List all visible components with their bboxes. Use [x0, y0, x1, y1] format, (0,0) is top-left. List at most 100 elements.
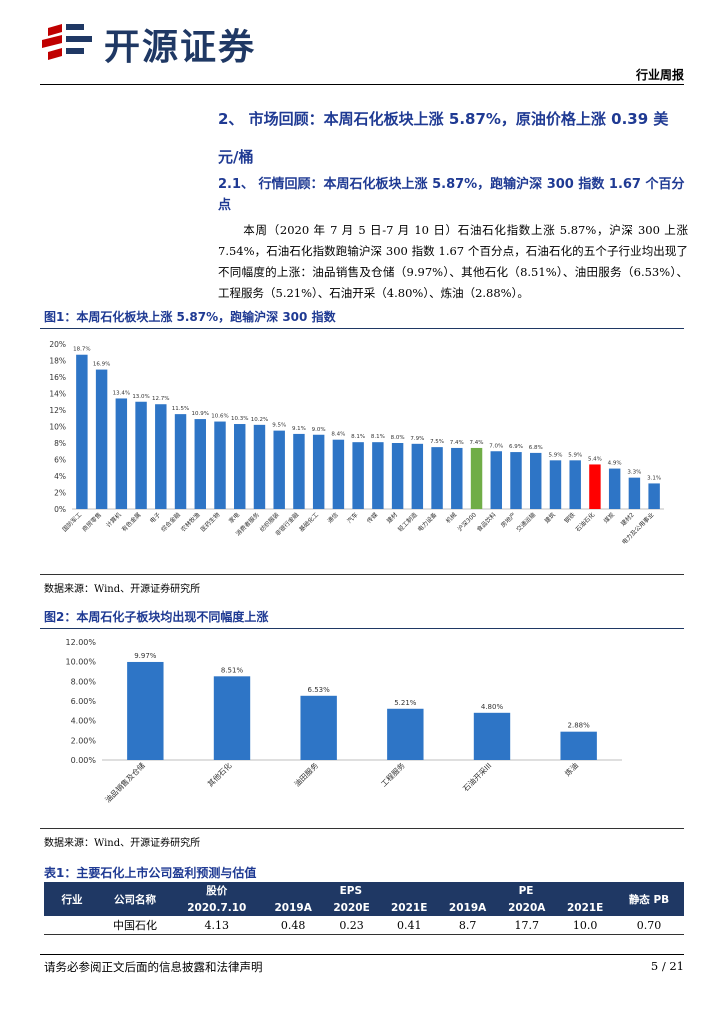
figure1-title: 图1：本周石化板块上涨 5.87%，跑输沪深 300 指数: [44, 310, 336, 324]
y-tick-label: 6.00%: [71, 697, 97, 706]
logo-text: 开源证券: [104, 27, 257, 68]
data-label: 7.9%: [410, 436, 424, 442]
y-tick-label: 20%: [49, 340, 66, 349]
data-label: 6.9%: [509, 444, 523, 450]
figure2-source: 数据来源：Wind、开源证券研究所: [44, 838, 201, 849]
category-label: 房地产: [499, 511, 517, 529]
data-label: 4.9%: [608, 461, 622, 467]
table1-title: 表1：主要石化上市公司盈利预测与估值: [44, 866, 257, 880]
cell-pe-2020: 17.7: [497, 916, 557, 935]
figure2-bottom-rule: [40, 828, 684, 829]
data-label: 8.51%: [221, 666, 244, 674]
category-label: 商贸零售: [80, 511, 103, 534]
data-label: 10.6%: [211, 414, 228, 420]
page-number: 5 / 21: [650, 959, 684, 973]
figure1-chart: 0% 2% 4% 6% 8% 10% 12% 14% 16% 18% 20% 18.7% 国防军工 16.…: [49, 340, 664, 546]
category-label: 食品饮料: [475, 511, 498, 534]
category-label: 石油开采III: [460, 760, 493, 793]
chart-bar: [608, 468, 621, 509]
th-pe-2019: 2019A: [438, 899, 498, 916]
cell-eps-2021: 0.41: [380, 916, 439, 935]
chart-bar: [214, 421, 226, 509]
y-tick-label: 8%: [54, 439, 66, 448]
category-label: 油品销售及仓储: [103, 760, 148, 805]
y-tick-label: 16%: [49, 373, 66, 382]
chart-bar: [115, 398, 128, 509]
category-label: 煤炭: [602, 511, 616, 525]
category-label: 建材: [385, 511, 399, 525]
y-tick-label: 14%: [49, 390, 66, 399]
chart-bar: [530, 452, 542, 509]
chart-bar: [628, 477, 641, 509]
data-label: 8.4%: [331, 432, 345, 438]
chart-bar: [560, 731, 597, 760]
footer-divider: [40, 954, 684, 955]
category-label: 基础化工: [297, 511, 320, 534]
data-label: 6.8%: [529, 445, 543, 451]
y-tick-label: 8.00%: [71, 677, 97, 686]
y-tick-label: 12.00%: [65, 638, 96, 647]
data-label: 7.4%: [470, 440, 484, 446]
chart-bar: [300, 695, 337, 760]
logo-mark-icon: [42, 24, 92, 60]
chart-bar: [473, 712, 511, 760]
data-label: 5.21%: [394, 699, 417, 707]
chart-bar: [253, 424, 266, 509]
th-pe-2020: 2020A: [497, 899, 557, 916]
chart-bar: [451, 447, 463, 509]
chart-bar: [569, 460, 581, 509]
category-label: 石油石化: [574, 511, 597, 534]
category-label: 其他石化: [205, 760, 234, 789]
category-label: 计算机: [104, 511, 122, 529]
data-label: 7.5%: [430, 439, 444, 445]
chart-bar: [648, 483, 660, 509]
data-label: 16.9%: [93, 362, 110, 368]
category-label: 有色金属: [120, 511, 143, 534]
category-label: 轻工制造: [396, 511, 419, 534]
category-label: 油田服务: [292, 760, 321, 789]
y-tick-label: 0.00%: [71, 756, 97, 765]
y-tick-label: 18%: [49, 357, 66, 366]
cell-price: 4.13: [170, 916, 264, 935]
th-pe: PE: [438, 882, 614, 899]
report-type: 行业周报: [635, 68, 684, 82]
category-label: 建筑: [543, 511, 557, 525]
category-label: 炼油: [562, 760, 580, 778]
cell-pe-2021: 10.0: [556, 916, 614, 935]
y-tick-label: 4%: [54, 472, 66, 481]
chart-bar: [194, 419, 206, 509]
category-label: 钢铁: [562, 511, 576, 525]
th-eps-2019: 2019A: [263, 899, 323, 916]
figure2-chart: 0.00% 2.00% 4.00% 6.00% 8.00% 10.00% 12.00% 9.9…: [65, 638, 622, 805]
category-label: 交通运输: [515, 511, 538, 534]
chart-bar: [312, 434, 325, 509]
cell-pe-2019: 8.7: [438, 916, 498, 935]
section-heading: 2、 市场回顾：本周石化板块上涨 5.87%，原油价格上涨 0.39 美元/桶: [218, 110, 669, 166]
category-label: 综合金融: [159, 511, 182, 534]
data-label: 13.0%: [132, 394, 149, 400]
category-label: 家电: [227, 511, 241, 525]
y-tick-label: 4.00%: [71, 717, 97, 726]
category-label: 沪深300: [456, 511, 478, 533]
subsection-heading: 2.1、 行情回顾：本周石化板块上涨 5.87%，跑输沪深 300 指数 1.6…: [218, 177, 685, 213]
y-tick-label: 2.00%: [71, 736, 97, 745]
th-company: 公司名称: [100, 882, 170, 916]
data-label: 3.1%: [647, 475, 661, 481]
y-tick-label: 2%: [54, 489, 66, 498]
chart-bar: [213, 676, 251, 760]
category-label: 通信: [326, 511, 340, 525]
chart-bar: [470, 447, 483, 509]
data-label: 7.0%: [489, 443, 503, 449]
chart-bar: [174, 414, 187, 509]
data-label: 8.0%: [391, 435, 405, 441]
data-label: 10.3%: [231, 416, 248, 422]
data-label: 8.1%: [351, 434, 365, 440]
category-label: 农林牧渔: [179, 511, 202, 534]
chart-bar: [387, 708, 424, 760]
data-label: 10.9%: [192, 411, 209, 417]
chart-bar: [332, 439, 345, 509]
chart-bar: [155, 404, 167, 509]
cell-company: 中国石化: [100, 916, 170, 935]
valuation-table: 行业 公司名称 股价 EPS PE 静态 PB 2020.7.10 2019A …: [44, 882, 684, 935]
body-paragraph: 本周（2020 年 7 月 5 日-7 月 10 日）石油石化指数上涨 5.87…: [218, 223, 688, 300]
